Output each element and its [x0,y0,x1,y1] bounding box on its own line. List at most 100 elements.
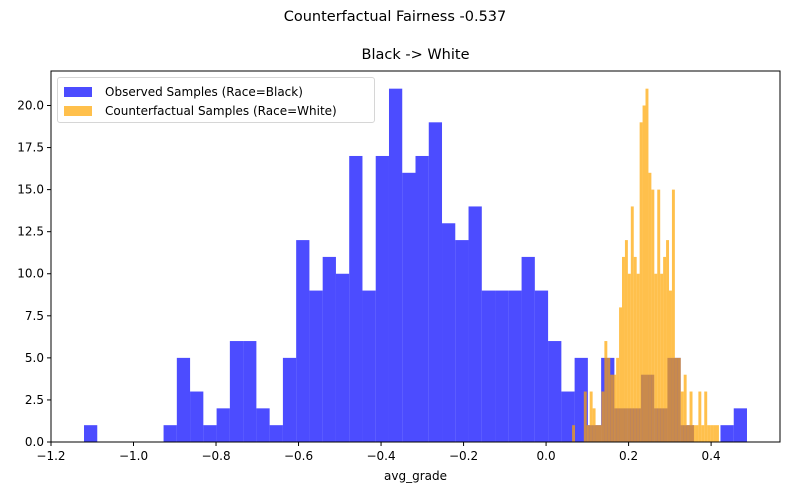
histogram-bar [674,357,678,442]
histogram-bar [692,425,696,442]
histogram-bar [521,256,535,442]
histogram-bar [269,425,283,442]
histogram-bar [402,172,416,443]
y-tick-label: 5.0 [25,351,44,365]
histogram-bar [660,273,664,442]
histogram-bar [216,408,230,442]
histogram-bar [701,425,705,442]
histogram-bar [704,391,708,442]
histogram-bar [84,425,98,442]
x-tick-label: 0.2 [619,449,638,463]
histogram-bar [534,290,549,442]
legend-swatch-blue [64,87,92,97]
y-axis-ticks: 0.0 2.5 5.0 7.5 10.0 12.5 15.0 17.5 20.0 [17,98,51,449]
x-tick-label: −0.2 [449,449,478,463]
histogram-bar [619,307,623,442]
x-tick-label: −0.8 [201,449,230,463]
histogram-bar [666,240,670,442]
histogram-bar [598,425,602,442]
histogram-bar [710,425,714,442]
histogram-bar [642,105,646,442]
legend: Observed Samples (Race=Black) Counterfac… [57,77,375,123]
histogram-bar [561,391,575,442]
y-tick-label: 7.5 [25,309,44,323]
x-tick-label: −0.4 [366,449,395,463]
legend-swatch-orange [64,106,92,116]
histogram-bar [256,408,270,442]
histogram-bar [639,122,643,443]
histogram-bar [495,290,509,442]
histogram-bar [686,425,690,442]
legend-label-counterfactual: Counterfactual Samples (Race=White) [105,104,337,118]
axes-frame [50,70,781,443]
histogram-bar [583,391,587,442]
legend-item-observed: Observed Samples (Race=Black) [64,84,303,100]
histogram-bar [654,273,658,442]
figure-suptitle: Counterfactual Fairness -0.537 [283,9,507,25]
legend-item-counterfactual: Counterfactual Samples (Race=White) [64,103,337,119]
histogram-bar [716,425,719,442]
histogram-bar [648,172,652,443]
histogram-bar [428,122,443,443]
histogram-bar [713,425,717,442]
histogram-bar [636,273,640,442]
x-tick-label: 0.0 [537,449,556,463]
histogram-bar [442,223,456,442]
histogram-bar [613,374,617,442]
histogram-bar [190,391,204,442]
y-tick-label: 12.5 [17,225,44,239]
x-tick-label: −1.2 [36,449,65,463]
histogram-bar [572,425,576,442]
histogram-bar [627,273,631,442]
histogram-bar [607,357,611,442]
y-tick-label: 2.5 [25,393,44,407]
y-tick-label: 20.0 [17,98,44,112]
histogram-bar [468,206,482,442]
histogram-bar [604,341,608,442]
histogram-bar [624,240,628,442]
x-axis-ticks: −1.2 −1.0 −0.8 −0.6 −0.4 −0.2 0.0 0.2 0.4 [36,442,721,463]
histogram-bar [595,425,599,442]
histogram-bar [455,240,469,442]
y-tick-label: 0.0 [25,435,44,449]
legend-label-observed: Observed Samples (Race=Black) [105,85,303,99]
histogram-bar [645,88,649,443]
histogram-bar [630,206,634,442]
y-tick-label: 17.5 [17,141,44,155]
x-axis-label: avg_grade [384,469,447,483]
axes-title: Black -> White [361,47,470,63]
histogram-bar [698,391,702,442]
histogram-bar [592,408,596,442]
x-tick-label: −1.0 [119,449,148,463]
observed-black-bars [84,88,747,443]
histogram-bar [683,374,687,442]
histogram-bar [163,425,177,442]
histogram-bar [677,357,681,442]
histogram-bar [610,374,614,442]
histogram-bar [616,357,620,442]
histogram-bar [375,155,389,442]
histogram-bar [695,425,699,442]
histogram-bar [680,391,684,442]
histogram-bar [671,189,675,442]
histogram-bar [689,391,693,442]
histogram-bar [335,273,350,442]
histogram-bar [663,256,667,442]
histogram-bar [481,290,496,442]
histogram-bar [601,391,605,442]
x-tick-label: 0.4 [702,449,721,463]
y-tick-label: 15.0 [17,183,44,197]
histogram-bar [589,391,593,442]
histogram-bar [322,256,336,442]
histogram-bar [707,425,711,442]
histogram-bar [203,425,217,442]
histogram-bar [586,425,590,442]
histogram-bar [282,357,297,442]
histogram-bar [388,88,403,443]
histogram-bar [633,256,637,442]
histogram-bar [651,189,655,442]
histogram-bar [622,256,625,442]
histogram-bar [349,155,363,442]
histogram-bar [669,290,672,442]
